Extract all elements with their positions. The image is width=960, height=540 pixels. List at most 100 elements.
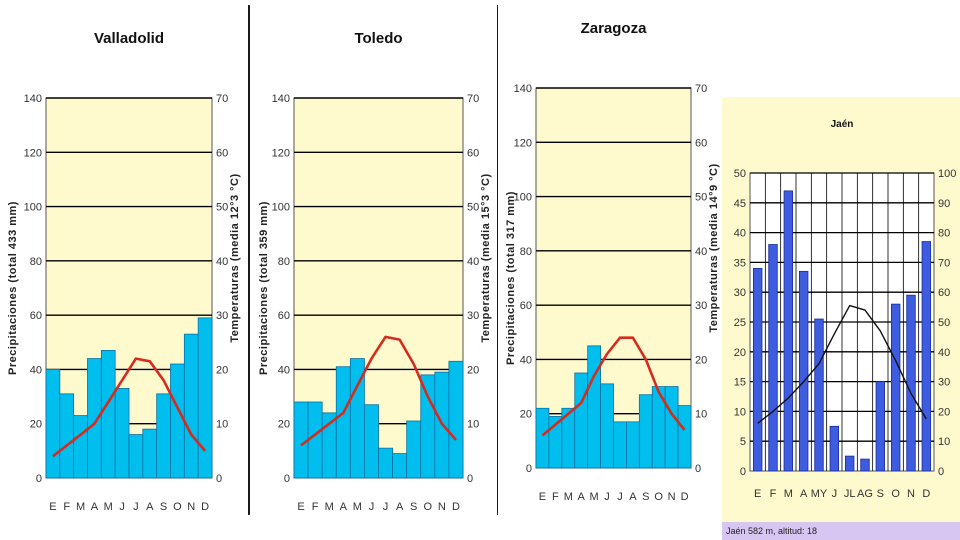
y-right-tick: 10 [695,409,707,421]
month-label: D [452,501,460,513]
temp-axis-label: Temperaturas (media 15°3 °C) [480,173,492,342]
precip-bar [100,350,116,479]
y-right-tick: 70 [467,93,479,105]
month-label: A [91,501,99,513]
month-label: D [681,491,689,503]
precip-bar [814,318,824,472]
temp-axis-label: Temperaturas (media 12°3 °C) [229,173,241,342]
y-right-tick: 30 [695,300,707,312]
month-label: J [383,501,389,513]
precip-bar [114,388,130,479]
y-right-tick: 20 [216,364,228,376]
y-right-tick: 40 [938,347,950,359]
month-label: JL [844,488,856,500]
precip-bar [587,345,601,469]
y-left-tick: 40 [734,228,746,240]
y-left-tick: 100 [514,192,532,204]
month-label: F [770,488,777,500]
y-right-tick: 60 [938,287,950,299]
y-left-tick: 50 [734,168,746,180]
y-left-tick: 5 [740,436,746,448]
month-label: S [877,488,884,500]
precip-bar [875,381,886,472]
y-left-tick: 10 [734,406,746,418]
month-label: A [578,491,586,503]
chart-title: Valladolid [94,30,164,47]
y-left-tick: 15 [734,377,746,389]
y-left-tick: 80 [30,256,42,268]
month-label: M [590,491,599,503]
month-label: J [617,491,623,503]
y-left-tick: 60 [30,310,42,322]
y-left-tick: 120 [24,147,42,159]
precip-bar [574,372,589,469]
precip-bar [626,421,640,469]
y-right-tick: 60 [216,147,228,159]
month-label: S [410,501,417,513]
month-label: J [119,501,125,513]
y-right-tick: 20 [938,406,950,418]
precip-bar [844,455,855,472]
y-left-tick: 20 [734,347,746,359]
y-left-tick: 120 [272,147,290,159]
y-left-tick: 0 [36,473,42,485]
precip-bar [890,303,901,472]
y-left-tick: 40 [278,364,290,376]
y-left-tick: 80 [278,256,290,268]
climograph-jaen: Jaén 0 5 10 15 20 25 30 35 40 45 50 0 10 20 30 40 50 60 70 8… [734,119,957,500]
y-left-tick: 60 [520,300,532,312]
chart-panel-valladolid: Valladolid 0 20 40 60 80 100 120 140 0 10 20 30 40 50 6… [0,5,250,515]
month-label: M [564,491,573,503]
precip-bar [128,434,144,479]
month-label: S [160,501,167,513]
month-label: M [353,501,362,513]
month-label: J [604,491,610,503]
precip-bar [335,366,351,479]
y-left-tick: 140 [272,93,290,105]
month-label: F [552,491,559,503]
chart-panel-toledo: Toledo 0 20 40 60 80 100 120 140 0 10 20 30 40 50 60 70 E… [251,5,499,515]
precip-bar [613,421,627,469]
month-label: D [201,501,209,513]
precip-bar [156,393,171,479]
temperature-line [52,357,207,458]
month-label: N [187,501,195,513]
y-right-tick: 20 [695,354,707,366]
precip-bar [364,404,379,479]
y-left-tick: 140 [24,93,42,105]
y-right-tick: 30 [938,377,950,389]
month-label: O [654,491,663,503]
precip-bar [142,428,158,479]
y-right-tick: 10 [938,436,950,448]
y-left-tick: 20 [278,419,290,431]
month-label: M [784,488,793,500]
y-left-tick: 40 [520,354,532,366]
precip-bar [768,244,778,472]
month-label: O [424,501,433,513]
precip-axis-label: Precipitaciones (total 359 mm) [258,201,270,375]
precip-axis-label: Precipitaciones (total 433 mm) [7,201,19,375]
month-label: F [312,501,319,513]
y-left-tick: 100 [24,202,42,214]
month-label: S [642,491,649,503]
month-label: A [629,491,637,503]
precip-bar [183,333,199,479]
month-label: E [539,491,546,503]
temperature-line [757,304,927,424]
chart-title: Zaragoza [581,20,648,37]
month-label: M [76,501,85,513]
y-right-tick: 0 [467,473,473,485]
y-right-tick: 70 [695,83,707,95]
precip-axis-label: Precipitaciones (total 317 mm) [505,191,517,365]
month-label: J [832,488,838,500]
y-left-tick: 20 [30,419,42,431]
precip-bar [392,453,408,479]
y-left-tick: 25 [734,317,746,329]
y-right-tick: 60 [695,137,707,149]
y-right-tick: 50 [216,202,228,214]
y-left-tick: 40 [30,364,42,376]
y-right-tick: 0 [216,473,222,485]
precip-bar [829,425,840,472]
y-left-tick: 120 [514,137,532,149]
chart-panel-jaen: Jaén 0 5 10 15 20 25 30 35 40 45 50 0 10 20 30 40 50 60 70 8… [722,97,960,522]
